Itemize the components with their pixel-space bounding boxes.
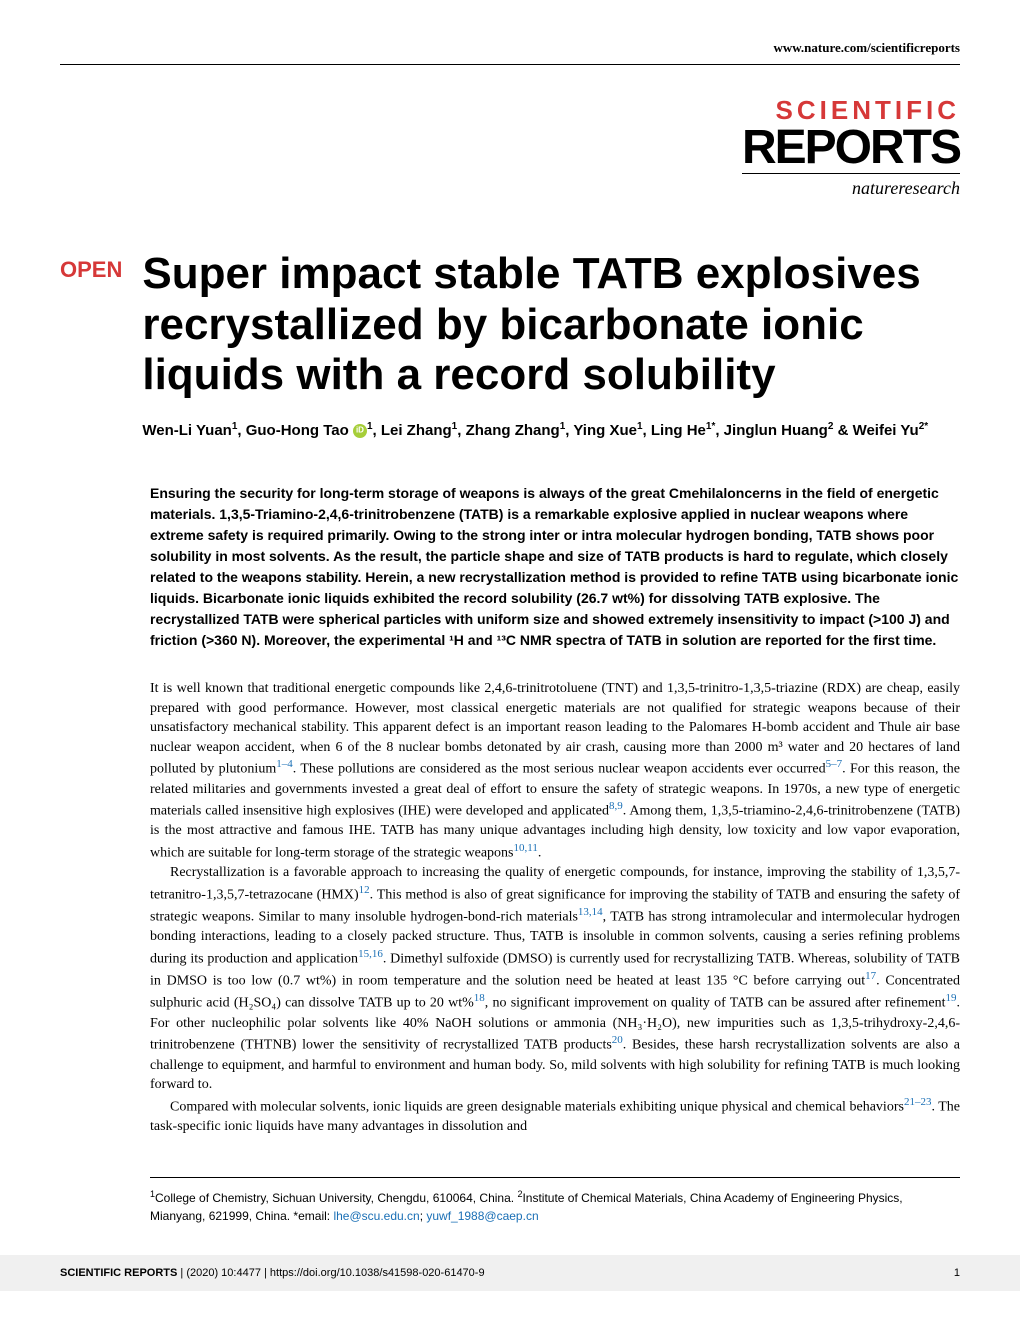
body-text: It is well known that traditional energe…: [150, 679, 960, 1137]
footer-citation: (2020) 10:4477 | https://doi.org/10.1038…: [186, 1267, 484, 1279]
authors-list: Wen-Li Yuan1, Guo-Hong Tao 1, Lei Zhang1…: [142, 419, 960, 443]
paragraph-1: It is well known that traditional energe…: [150, 679, 960, 863]
header-url: www.nature.com/scientificreports: [60, 40, 960, 65]
footer-page-number: 1: [954, 1267, 960, 1279]
page-footer: SCIENTIFIC REPORTS | (2020) 10:4477 | ht…: [0, 1255, 1020, 1291]
logo-line3: natureresearch: [60, 178, 960, 199]
logo-line2: REPORTS: [742, 126, 960, 174]
footer-journal: SCIENTIFIC REPORTS: [60, 1267, 177, 1279]
article-title: Super impact stable TATB explosives recr…: [142, 249, 960, 401]
open-access-badge: OPEN: [60, 249, 122, 463]
journal-logo: SCIENTIFIC REPORTS natureresearch: [60, 95, 960, 199]
abstract: Ensuring the security for long-term stor…: [150, 483, 960, 651]
paragraph-3: Compared with molecular solvents, ionic …: [150, 1095, 960, 1137]
affiliations: 1College of Chemistry, Sichuan Universit…: [150, 1177, 960, 1225]
paragraph-2: Recrystallization is a favorable approac…: [150, 863, 960, 1094]
